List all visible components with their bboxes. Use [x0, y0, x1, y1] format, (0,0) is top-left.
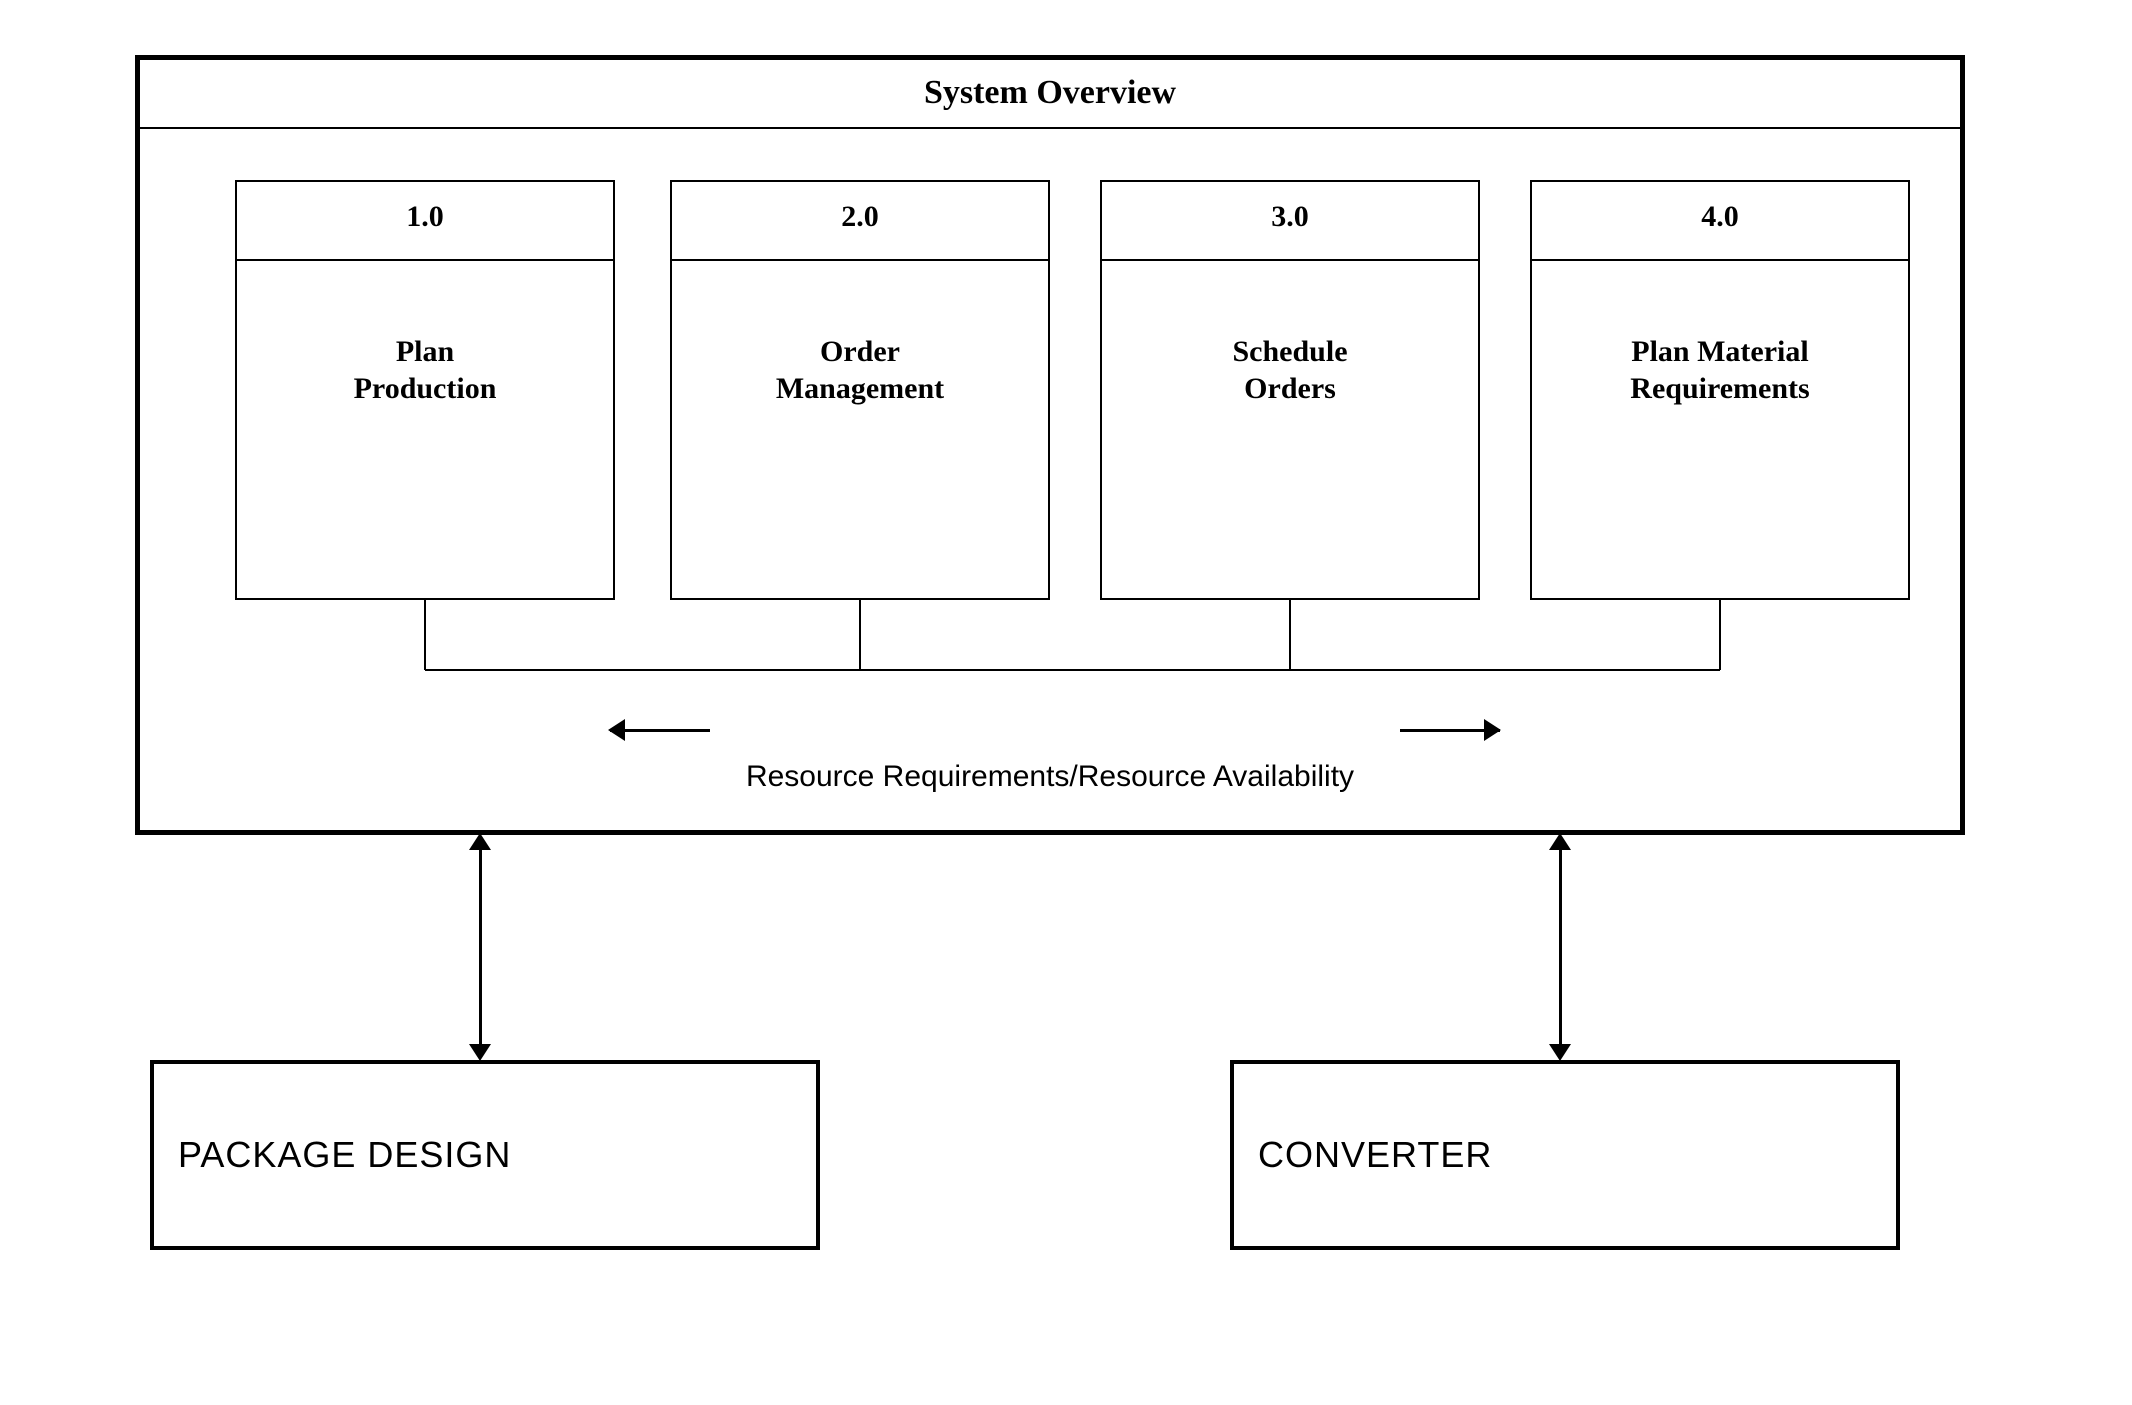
module-label-m3: Schedule Orders — [1100, 260, 1480, 480]
title-divider — [140, 127, 1960, 129]
external-label-pkg: PACKAGE DESIGN — [150, 1060, 820, 1250]
external-label-conv: CONVERTER — [1230, 1060, 1900, 1250]
connector-line-pkg — [479, 849, 482, 1046]
flow-arrow-left-head — [608, 719, 625, 741]
bus-drop-0 — [424, 600, 426, 670]
module-number-m4: 4.0 — [1530, 200, 1910, 234]
bus-drop-2 — [1289, 600, 1291, 670]
connector-arrow-down-pkg — [469, 1044, 491, 1061]
diagram-canvas: System Overview 1.0 Plan Production 2.0 Orde… — [0, 0, 2132, 1405]
module-number-m1: 1.0 — [235, 200, 615, 234]
connector-arrow-up-conv — [1549, 833, 1571, 850]
module-number-m2: 2.0 — [670, 200, 1050, 234]
connector-arrow-down-conv — [1549, 1044, 1571, 1061]
flow-arrow-left-line — [610, 729, 710, 732]
flow-arrow-right-head — [1484, 719, 1501, 741]
connector-arrow-up-pkg — [469, 833, 491, 850]
bus-drop-3 — [1719, 600, 1721, 670]
module-label-m1: Plan Production — [235, 260, 615, 480]
flow-label: Resource Requirements/Resource Availabil… — [135, 760, 1965, 794]
bus-drop-1 — [859, 600, 861, 670]
system-overview-title: System Overview — [135, 73, 1965, 114]
bus-line — [425, 669, 1720, 671]
module-number-m3: 3.0 — [1100, 200, 1480, 234]
module-label-m4: Plan Material Requirements — [1530, 260, 1910, 480]
module-label-m2: Order Management — [670, 260, 1050, 480]
connector-line-conv — [1559, 849, 1562, 1046]
